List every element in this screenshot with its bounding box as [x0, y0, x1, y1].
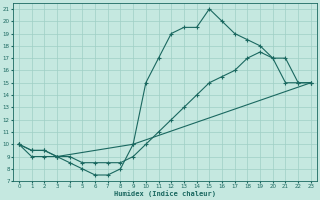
X-axis label: Humidex (Indice chaleur): Humidex (Indice chaleur) [114, 190, 216, 197]
